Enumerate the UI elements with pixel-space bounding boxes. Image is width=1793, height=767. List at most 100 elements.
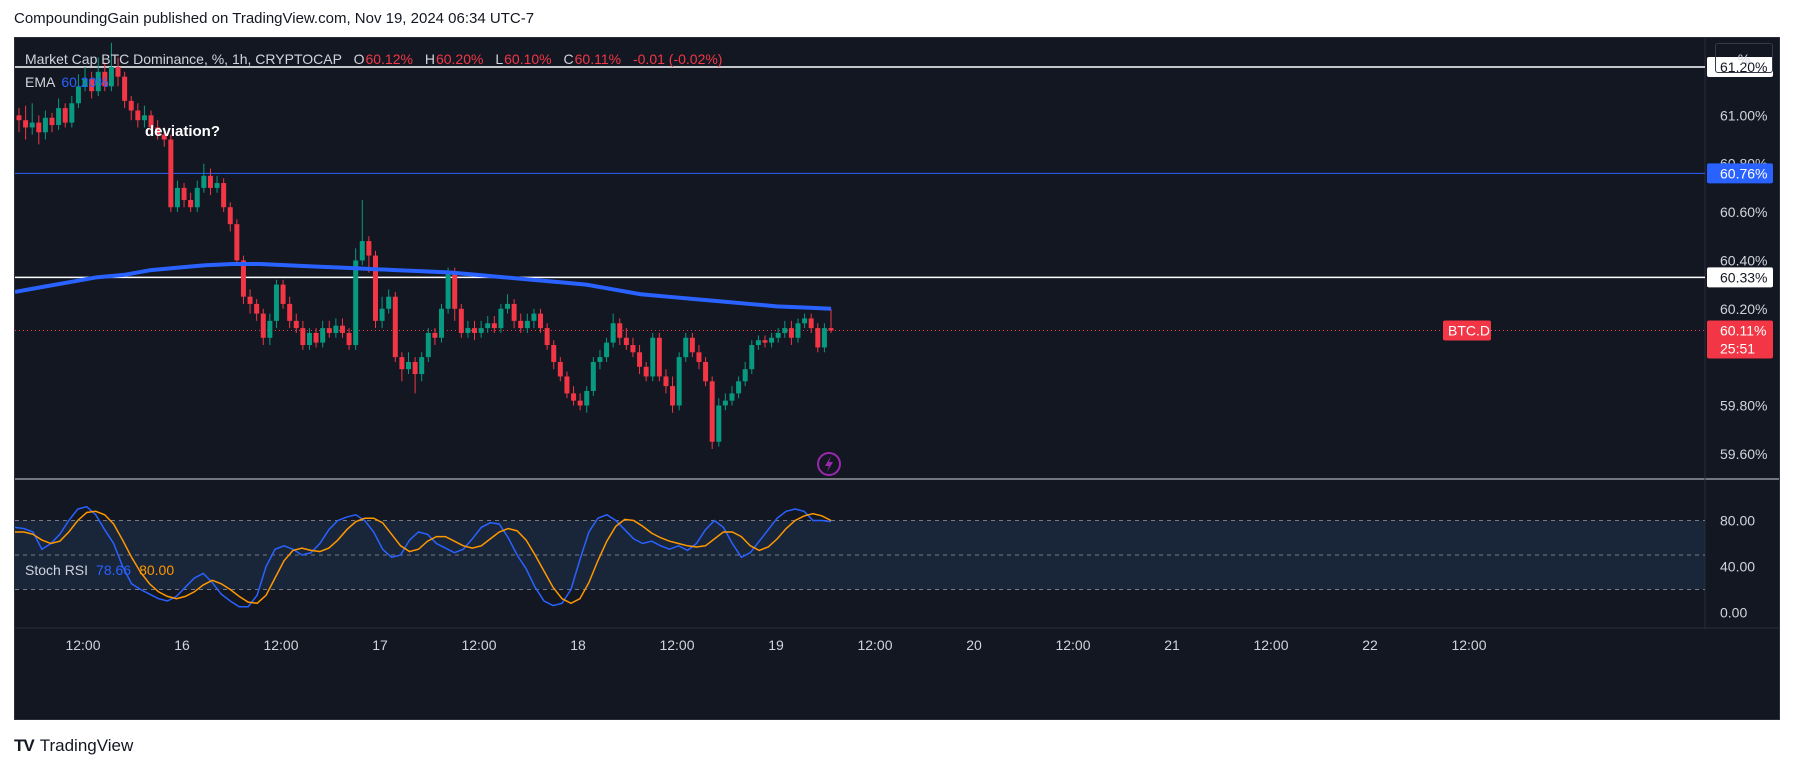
- candle-body: [300, 328, 306, 346]
- candle-body: [366, 241, 372, 256]
- candle-body: [102, 71, 108, 87]
- rsi-tick-label: 40.00: [1720, 559, 1755, 575]
- candle-body: [161, 134, 167, 140]
- candle-body: [108, 67, 114, 87]
- candle-body: [821, 328, 827, 348]
- candle-body: [802, 318, 808, 324]
- candle-body: [75, 86, 81, 104]
- candle-body: [181, 187, 187, 200]
- ema-label: EMA: [25, 74, 56, 90]
- candle-body: [207, 175, 213, 188]
- percent-scale-button[interactable]: %: [1715, 43, 1773, 73]
- price-tick-label: 60.20%: [1720, 301, 1767, 317]
- candle-body: [82, 79, 88, 87]
- symbol-badge-label: BTC.D: [1448, 323, 1490, 339]
- candle-body: [597, 357, 603, 362]
- rsi-tick-label: 0.00: [1720, 605, 1747, 621]
- ema-line: [15, 262, 832, 311]
- candle-body: [320, 328, 326, 343]
- candle-body: [478, 328, 484, 333]
- time-tick-label: 21: [1164, 637, 1180, 653]
- level-price-label: 61.20%: [1720, 59, 1767, 75]
- candle-body: [128, 100, 134, 111]
- candle-body: [333, 325, 339, 333]
- candle-body: [716, 405, 722, 442]
- candle-body: [95, 71, 101, 92]
- candle-body: [273, 284, 279, 321]
- candle-body: [531, 313, 537, 321]
- candle-body: [293, 320, 299, 329]
- candle-body: [584, 390, 590, 406]
- candle-body: [405, 361, 411, 370]
- stoch-rsi-legend[interactable]: Stoch RSI 78.66 80.00: [25, 562, 174, 578]
- price-change: -0.01 (-0.02%): [632, 51, 723, 67]
- symbol-legend: Market Cap BTC Dominance, %, 1h, CRYPTOC…: [25, 48, 730, 94]
- candle-body: [214, 183, 220, 188]
- time-tick-label: 19: [768, 637, 784, 653]
- time-tick-label: 22: [1362, 637, 1378, 653]
- candle-body: [590, 361, 596, 391]
- lightning-bolt-icon: [825, 456, 833, 472]
- candle-body: [557, 361, 563, 377]
- time-tick-label: 12:00: [65, 637, 100, 653]
- candle-body: [56, 108, 62, 126]
- stoch-rsi-k-value: 78.66: [96, 562, 132, 578]
- candle-body: [458, 308, 464, 333]
- candle-body: [604, 342, 610, 358]
- candle-body: [511, 303, 517, 321]
- stoch-rsi-d-value: 80.00: [139, 562, 175, 578]
- symbol-title[interactable]: Market Cap BTC Dominance, %, 1h, CRYPTOC…: [25, 51, 342, 67]
- candle-body: [62, 108, 68, 123]
- candle-body: [135, 110, 141, 121]
- candle-body: [174, 187, 180, 208]
- candle-body: [650, 337, 656, 377]
- candle-body: [630, 345, 636, 353]
- candle-body: [280, 284, 286, 304]
- candle-body: [36, 122, 42, 133]
- candle-body: [828, 328, 834, 331]
- candle-body: [656, 337, 662, 377]
- rsi-d-line: [15, 510, 832, 605]
- ohlc-high: H60.20%: [424, 51, 484, 67]
- tradingview-logo-icon: TV: [14, 736, 35, 755]
- candle-body: [306, 332, 312, 346]
- candle-body: [155, 127, 161, 135]
- ema-value: 60.20%: [61, 74, 109, 90]
- candle-body: [775, 332, 781, 338]
- time-tick-label: 12:00: [1055, 637, 1090, 653]
- candle-body: [564, 376, 570, 394]
- candle-body: [643, 366, 649, 377]
- candle-body: [234, 224, 240, 261]
- price-chart-canvas[interactable]: 61.00%60.80%60.60%60.40%60.20%59.80%59.6…: [15, 38, 1779, 719]
- ohlc-close: C60.11%: [563, 51, 622, 67]
- candle-body: [313, 332, 319, 343]
- deviation-annotation[interactable]: deviation?: [145, 123, 221, 140]
- candle-body: [703, 361, 709, 382]
- price-tick-label: 59.80%: [1720, 397, 1767, 413]
- rsi-tick-label: 80.00: [1720, 513, 1755, 529]
- candle-body: [670, 386, 676, 406]
- candle-body: [29, 122, 35, 128]
- candle-body: [432, 332, 438, 338]
- candle-body: [168, 139, 174, 208]
- candle-body: [538, 313, 544, 329]
- price-tick-label: 59.60%: [1720, 446, 1767, 462]
- candle-body: [485, 323, 491, 329]
- candle-body: [663, 376, 669, 387]
- chart-panel[interactable]: 61.00%60.80%60.60%60.40%60.20%59.80%59.6…: [14, 37, 1780, 720]
- candle-body: [762, 340, 768, 343]
- candle-body: [815, 328, 821, 348]
- candle-body: [141, 115, 147, 121]
- stoch-rsi-title: Stoch RSI: [25, 562, 89, 578]
- rsi-k-line: [15, 505, 832, 608]
- ema-legend[interactable]: EMA 60.20%: [25, 71, 730, 94]
- candle-body: [188, 199, 194, 208]
- tradingview-footer[interactable]: TV TradingView: [14, 736, 133, 756]
- candle-body: [392, 296, 398, 358]
- candle-body: [89, 79, 95, 92]
- candle-body: [623, 337, 629, 346]
- candle-body: [346, 332, 352, 346]
- candle-body: [339, 325, 345, 333]
- candle-body: [518, 320, 524, 329]
- candle-body: [782, 328, 788, 333]
